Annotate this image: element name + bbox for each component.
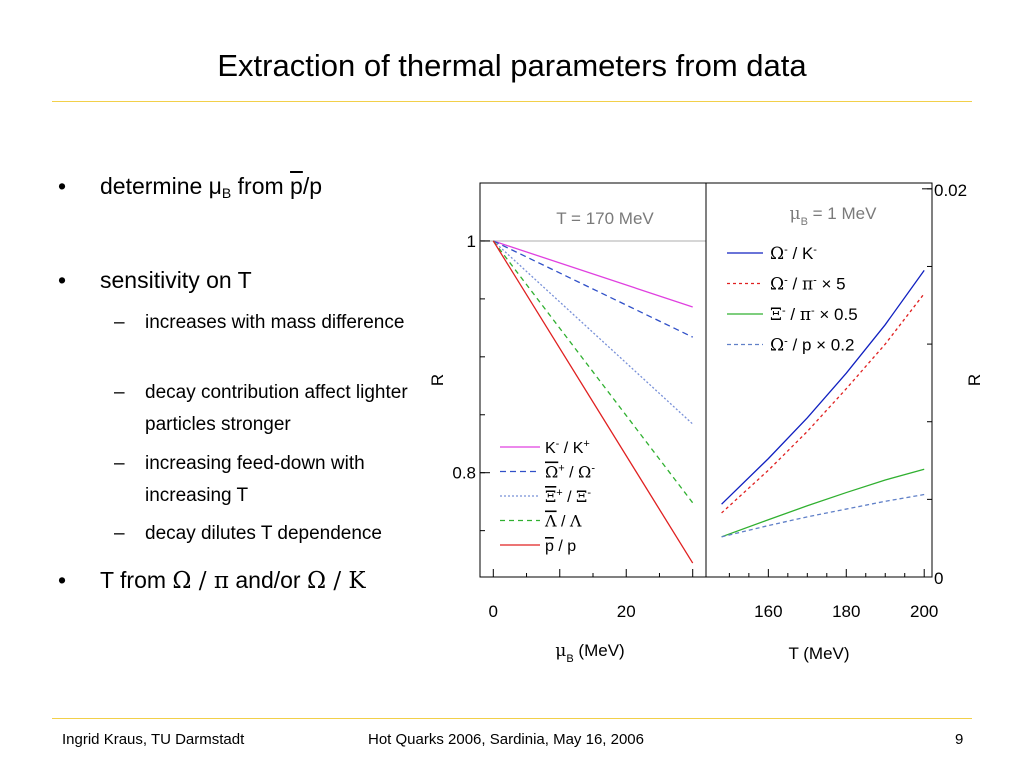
x-tick-label: 0 (489, 602, 498, 621)
x-tick-label: 20 (617, 602, 636, 621)
panel-frame-right (705, 182, 933, 578)
panel-annotation: μB = 1 MeV (790, 204, 878, 228)
series-line-3 (721, 468, 925, 538)
chart-panel-mub: 0 20 0.8 1 T = 170 MeV μB (MeV) R K- / K+ Ω+ / Ω… (428, 182, 707, 665)
y-tick-label: 0.8 (452, 464, 476, 483)
subbullet-text: increases with mass difference (145, 312, 405, 333)
bullet-subscript: B (221, 185, 232, 201)
x-tick-label: 160 (754, 602, 782, 621)
top-divider (52, 101, 972, 102)
bullet-dot: • (58, 173, 67, 199)
series-line-2 (721, 293, 925, 514)
bullet-dot: • (58, 567, 67, 593)
series-line-2 (493, 240, 693, 338)
footer-event: Hot Quarks 2006, Sardinia, May 16, 2006 (368, 731, 644, 748)
footer-author: Ingrid Kraus, TU Darmstadt (62, 731, 245, 748)
legend-label: Ξ- / π- × 0.5 (770, 305, 858, 325)
series-line-4 (721, 493, 925, 538)
legend-label: Ω- / p × 0.2 (770, 336, 854, 356)
subbullet-text: decay contribution affect lighter partic… (145, 382, 408, 435)
footer-page-number: 9 (955, 731, 964, 748)
bullet-text: T from (100, 567, 173, 593)
subbullet-text: increasing feed-down with increasing T (145, 453, 365, 506)
legend-label: K- / K+ (545, 438, 590, 457)
series-line-3 (492, 240, 694, 425)
legend-label: Ω- / K- (770, 244, 817, 264)
legend-label: Ξ+ / Ξ- (545, 487, 591, 506)
slide-title: Extraction of thermal parameters from da… (217, 48, 807, 83)
x-axis-label: T (MeV) (788, 644, 849, 663)
panel-frame-left (479, 182, 707, 578)
series-line-1 (721, 269, 925, 505)
bullet-text: and/or (228, 567, 307, 593)
y-tick-label: 1 (467, 232, 476, 251)
series-line-4 (492, 240, 694, 504)
series-line-5 (492, 240, 694, 564)
bullet-text: determine μ (100, 173, 222, 199)
series-line-1 (493, 240, 693, 308)
legend-label: Λ / Λ (544, 512, 582, 531)
bullet-text: from (231, 173, 291, 199)
bullet-ratio-omega-k: Ω / K (306, 568, 366, 594)
chart-panel-temperature: 160 180 200 0 0.02 μB = 1 MeV T (MeV) R Ω- / K- Ω… (705, 181, 984, 663)
bullet-dot: • (58, 267, 67, 293)
bullet-text: /p (302, 173, 323, 199)
legend-label: Ω+ / Ω- (545, 463, 595, 482)
x-tick-label: 200 (910, 602, 938, 621)
legend-label: p / p (545, 538, 576, 555)
y-axis-label: R (965, 374, 984, 386)
y-tick-label: 0 (934, 569, 943, 588)
bottom-divider (52, 718, 972, 719)
bullet-antiproton: p (290, 173, 303, 199)
bullet-text: sensitivity on T (100, 267, 252, 293)
x-tick-label: 180 (832, 602, 860, 621)
x-axis-label: μB (MeV) (555, 641, 624, 665)
legend-label: Ω- / π- × 5 (770, 275, 846, 295)
subbullet-text: decay dilutes T dependence (145, 523, 382, 544)
y-axis-label: R (428, 374, 447, 386)
y-tick-label: 0.02 (934, 181, 967, 200)
bullet-ratio-omega-pi: Ω / π (172, 568, 229, 594)
panel-annotation: T = 170 MeV (556, 209, 654, 228)
